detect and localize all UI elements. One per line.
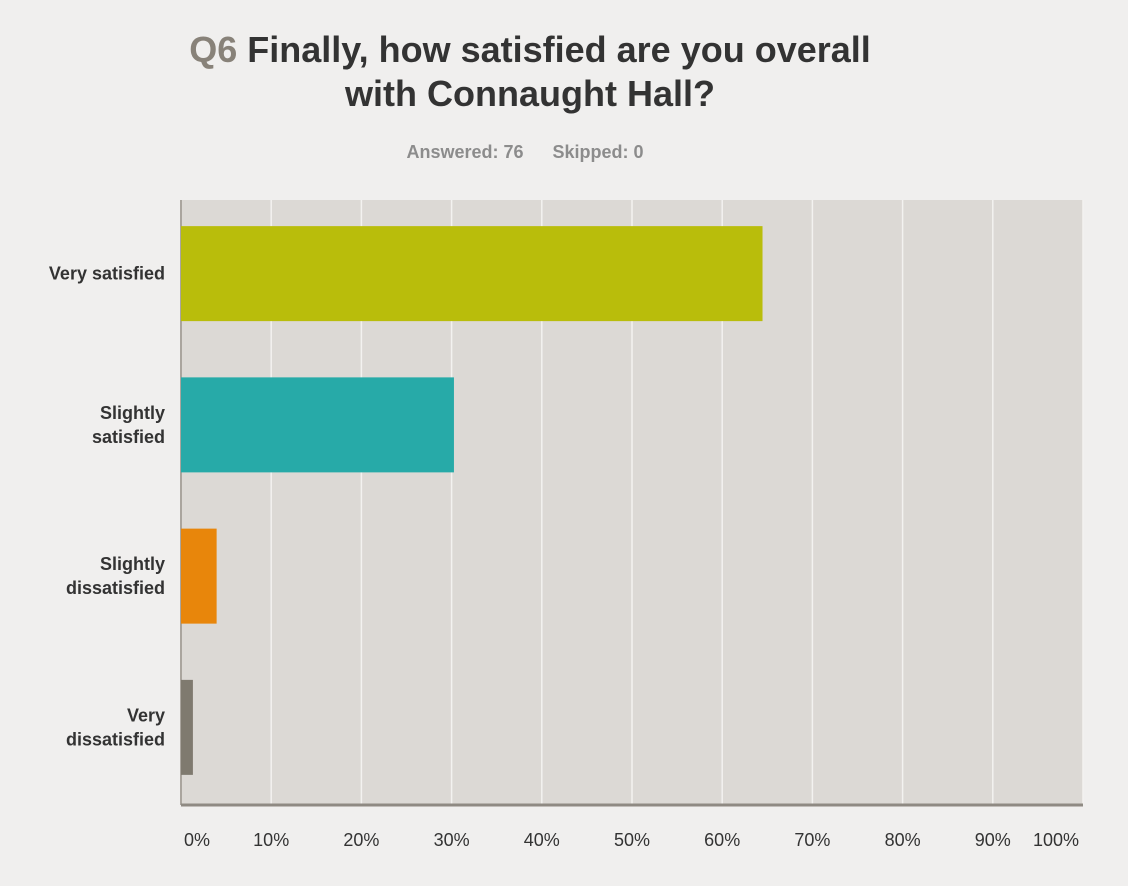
x-tick-label: 30% (434, 830, 470, 850)
x-tick-label: 50% (614, 830, 650, 850)
question-title: Q6 Finally, how satisfied are you overal… (160, 28, 900, 116)
bar (181, 377, 454, 473)
x-tick-label: 60% (704, 830, 740, 850)
skipped-count: Skipped: 0 (552, 142, 644, 162)
question-text-line1: Finally, how satisfied are you overall (247, 29, 871, 70)
response-stats: Answered: 76 Skipped: 0 (300, 142, 750, 163)
bar (181, 226, 763, 322)
category-label: dissatisfied (66, 578, 165, 598)
category-label: Very (127, 705, 165, 725)
x-tick-label: 0% (184, 830, 210, 850)
category-label: Very satisfied (49, 264, 165, 284)
bar (181, 679, 193, 775)
bar (181, 528, 217, 624)
x-tick-label: 10% (253, 830, 289, 850)
category-label: Slightly (100, 403, 165, 423)
x-tick-label: 20% (343, 830, 379, 850)
category-label: Slightly (100, 554, 165, 574)
x-tick-label: 70% (794, 830, 830, 850)
x-tick-label: 100% (1033, 830, 1079, 850)
x-tick-label: 90% (975, 830, 1011, 850)
x-tick-label: 40% (524, 830, 560, 850)
category-label: dissatisfied (66, 729, 165, 749)
question-text-line2: with Connaught Hall? (345, 73, 715, 114)
x-tick-label: 80% (885, 830, 921, 850)
category-label: satisfied (92, 427, 165, 447)
answered-count: Answered: 76 (406, 142, 524, 162)
question-number: Q6 (189, 29, 238, 70)
